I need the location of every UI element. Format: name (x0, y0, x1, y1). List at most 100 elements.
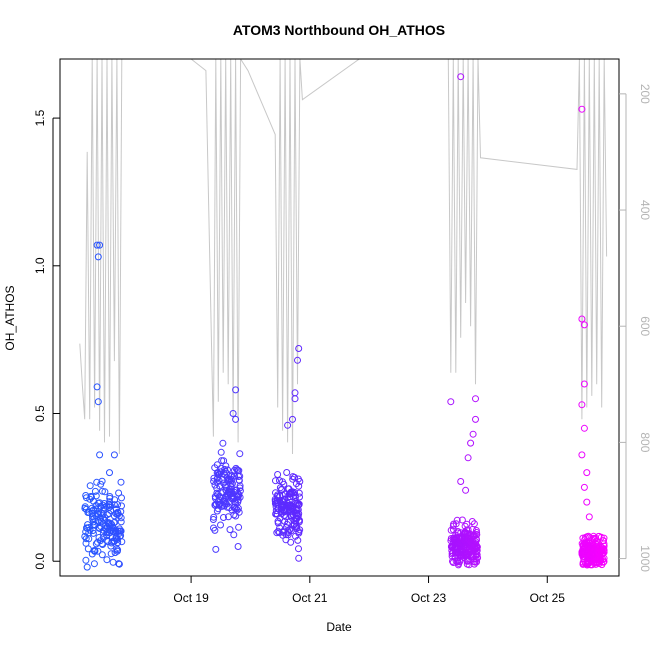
data-point (232, 499, 240, 507)
data-point (96, 451, 104, 459)
data-point (217, 448, 225, 456)
data-point (467, 439, 475, 447)
data-point (461, 522, 469, 530)
data-point (276, 492, 284, 500)
data-point (90, 560, 98, 568)
data-point (600, 542, 608, 550)
data-point (293, 525, 300, 533)
data-point (232, 415, 240, 423)
data-point (464, 454, 472, 462)
data-point (212, 545, 220, 553)
x-tick-label: Oct 21 (292, 591, 328, 605)
data-point (281, 517, 289, 525)
data-point (592, 552, 599, 560)
data-point (102, 502, 110, 510)
data-point (118, 502, 125, 510)
data-point (232, 386, 240, 394)
data-point (282, 531, 290, 539)
data-point (580, 321, 588, 329)
chart-title: ATOM3 Northbound OH_ATHOS (233, 22, 445, 38)
data-point (94, 509, 101, 517)
data-point (592, 559, 600, 566)
data-point (89, 518, 97, 526)
data-point (236, 450, 244, 458)
data-point (96, 499, 104, 507)
x-axis-label: Date (326, 620, 352, 634)
data-point (85, 529, 93, 537)
data-point (211, 464, 219, 472)
data-point (296, 493, 303, 501)
y-tick-label: 1.0 (33, 257, 47, 274)
y2-tick-label: 200 (638, 84, 650, 104)
pressure-trace (79, 59, 608, 455)
data-point (274, 471, 282, 478)
data-point (95, 524, 103, 532)
pressure-trace-line (79, 59, 608, 455)
data-point (95, 534, 103, 541)
data-point (209, 516, 217, 523)
data-point (218, 457, 226, 465)
data-point (289, 415, 296, 423)
data-point (217, 521, 224, 529)
data-point (214, 491, 222, 499)
data-point (234, 467, 242, 475)
data-point (283, 469, 291, 476)
data-point (280, 496, 288, 503)
x-tick-label: Oct 19 (173, 591, 209, 605)
data-point (585, 534, 593, 542)
data-point (284, 421, 292, 429)
data-point (107, 502, 115, 510)
data-point (274, 519, 282, 527)
data-point (472, 395, 479, 403)
data-point (460, 551, 468, 559)
data-point (93, 241, 101, 249)
data-point (578, 401, 586, 409)
data-point (94, 547, 102, 555)
data-point (472, 542, 480, 550)
data-point (112, 510, 120, 518)
data-point (98, 477, 106, 485)
y-axis: 0.0 0.5 1.0 1.5 (33, 109, 60, 570)
data-point (287, 538, 295, 546)
data-point (88, 550, 96, 558)
data-point (295, 345, 303, 352)
data-point (222, 492, 230, 500)
data-point (213, 475, 221, 483)
data-point (226, 526, 234, 534)
x-tick-label: Oct 23 (411, 591, 447, 605)
data-point (457, 478, 465, 485)
data-point (289, 475, 297, 483)
data-point (271, 500, 279, 507)
data-point (295, 554, 303, 562)
data-point (94, 398, 102, 406)
data-point (211, 502, 219, 509)
data-point (231, 466, 238, 474)
data-point (235, 523, 243, 531)
data-point (580, 424, 588, 432)
data-point (86, 482, 94, 490)
y-tick-label: 1.5 (33, 109, 47, 126)
data-point (280, 507, 288, 515)
data-point (210, 524, 217, 532)
data-point (295, 482, 303, 490)
data-point (470, 520, 478, 528)
data-point (295, 545, 302, 553)
data-point (115, 489, 123, 497)
data-point (292, 532, 299, 540)
data-point (457, 551, 465, 559)
data-point (284, 527, 292, 535)
secondary-y-axis: 200 400 600 800 1000 (619, 84, 650, 572)
data-point (117, 478, 125, 486)
data-point (465, 550, 473, 558)
data-point (92, 540, 100, 548)
data-point (470, 531, 478, 539)
data-point (216, 501, 223, 509)
data-point (468, 518, 476, 525)
data-point (472, 415, 479, 423)
data-point (583, 498, 591, 506)
data-point (291, 498, 299, 506)
data-point (578, 105, 586, 113)
data-point (226, 485, 234, 493)
plot-frame (59, 58, 620, 577)
